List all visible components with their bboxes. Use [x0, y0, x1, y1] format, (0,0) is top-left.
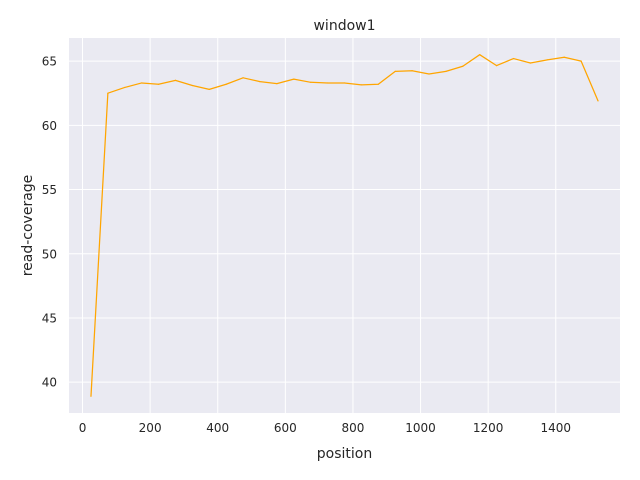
data-point [141, 82, 143, 84]
y-tick-label: 50 [42, 247, 57, 261]
data-point [479, 54, 481, 56]
data-points [90, 54, 599, 397]
x-tick-label: 1000 [405, 421, 436, 435]
x-tick-labels: 0 200 400 600 800 1000 1200 1400 [79, 421, 571, 435]
data-point [529, 62, 532, 64]
data-point [276, 82, 278, 85]
data-point [563, 56, 565, 58]
data-point [107, 92, 109, 94]
x-axis-title: position [317, 446, 372, 462]
x-tick-label: 0 [79, 421, 87, 435]
data-point [597, 100, 599, 102]
data-point [157, 83, 160, 85]
data-point [445, 70, 447, 72]
x-tick-label: 1400 [540, 421, 571, 435]
data-point [326, 82, 329, 84]
x-gridlines [82, 38, 557, 413]
data-point [411, 70, 413, 72]
y-gridlines [69, 60, 620, 383]
data-point [394, 70, 396, 72]
x-tick-label: 600 [274, 421, 297, 435]
y-tick-label: 60 [42, 119, 57, 133]
data-point [580, 60, 582, 62]
data-point [208, 88, 210, 90]
data-point [293, 78, 295, 80]
plot-background [69, 38, 620, 413]
data-point [90, 395, 92, 397]
y-tick-label: 55 [42, 183, 57, 197]
data-point [462, 65, 464, 67]
x-tick-label: 1200 [473, 421, 504, 435]
data-point [377, 83, 379, 85]
data-point [259, 81, 261, 83]
data-point [546, 59, 548, 61]
x-tick-label: 800 [341, 421, 364, 435]
data-point [512, 57, 515, 60]
data-point [310, 81, 312, 83]
data-point [191, 84, 193, 87]
y-tick-label: 40 [42, 376, 57, 390]
data-point [360, 84, 363, 86]
y-tick-label: 45 [42, 311, 57, 325]
data-point [428, 73, 430, 75]
y-tick-labels: 40 45 50 55 60 65 [42, 55, 57, 390]
x-tick-label: 400 [206, 421, 229, 435]
chart-title: window1 [313, 18, 375, 34]
data-point [343, 82, 346, 84]
y-tick-label: 65 [42, 55, 57, 69]
data-point [242, 77, 244, 79]
data-point [496, 65, 498, 67]
data-point [124, 86, 126, 89]
x-tick-label: 200 [139, 421, 162, 435]
data-point [225, 83, 227, 85]
data-point [174, 79, 177, 81]
y-axis-title: read-coverage [20, 175, 36, 277]
